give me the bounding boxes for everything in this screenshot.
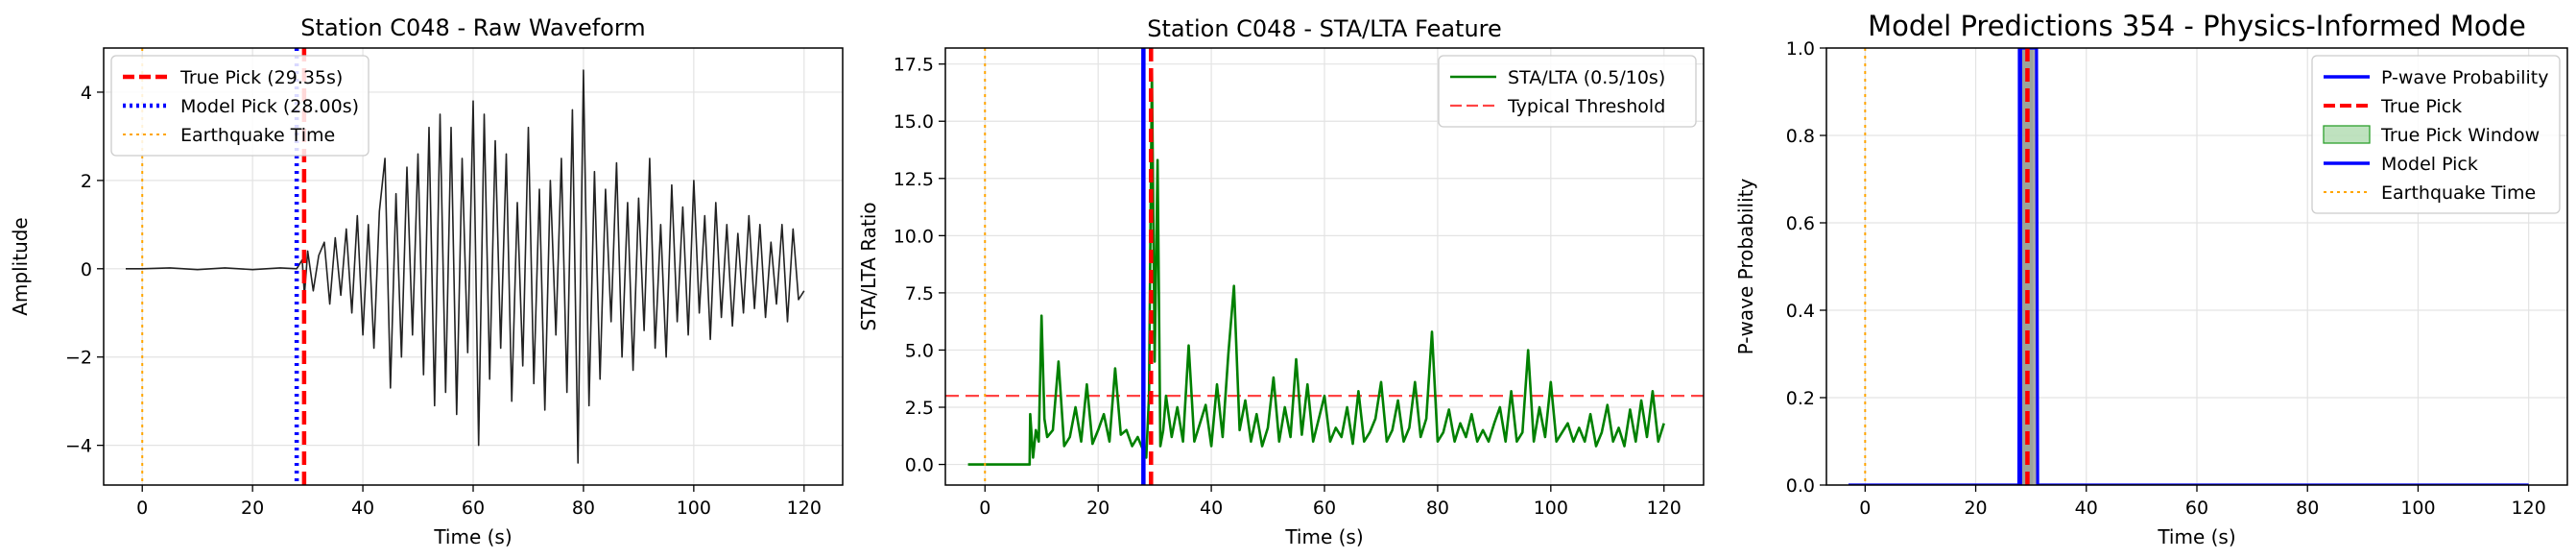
grid (945, 48, 1704, 485)
legend-item: True Pick (29.35s) (123, 67, 343, 88)
y-tick-label: −2 (65, 348, 92, 369)
legend-label: Model Pick (2381, 154, 2478, 175)
x-axis-label: Time (s) (1284, 525, 1363, 548)
legend-item: P-wave Probability (2324, 67, 2549, 88)
series-line (967, 69, 1665, 466)
chart-panel-predictions: 0 20 40 60 80 100 120 0.0 0.2 0.4 0.6 0.8 1.0 Model P… (1734, 10, 2568, 548)
x-tick-label: 40 (1200, 498, 1223, 519)
chart-title: Station C048 - STA/LTA Feature (1147, 15, 1502, 42)
legend: P-wave Probability True Pick True Pick Win… (2311, 55, 2561, 214)
x-tick-label: 100 (677, 498, 711, 519)
y-axis-label: P-wave Probability (1734, 179, 1757, 355)
chart-title: Model Predictions 354 - Physics-Informed… (1868, 10, 2526, 42)
chart-title: Station C048 - Raw Waveform (300, 14, 645, 41)
legend-label: Typical Threshold (1507, 96, 1665, 117)
y-axis-label: STA/LTA Ratio (857, 202, 880, 330)
legend-label: True Pick (2380, 96, 2462, 117)
legend-label: STA/LTA (0.5/10s) (1508, 67, 1665, 88)
legend-label: True Pick (29.35s) (179, 67, 343, 88)
legend-item: True Pick Window (2323, 125, 2540, 146)
legend-item: Model Pick (2324, 154, 2478, 175)
legend-label: True Pick Window (2380, 125, 2540, 146)
legend-item: STA/LTA (0.5/10s) (1450, 67, 1665, 88)
x-tick-label: 20 (1086, 498, 1109, 519)
x-tick-label: 20 (1964, 498, 1987, 519)
x-tick-label: 40 (2075, 498, 2098, 519)
y-tick-label: 0.8 (1786, 126, 1815, 147)
x-tick-label: 80 (2296, 498, 2319, 519)
chart-panel-waveform: 0 20 40 60 80 100 120 −4 −2 0 2 4 Station C048 - Raw… (9, 14, 844, 548)
legend-box (1438, 55, 1697, 128)
x-tick-label: 120 (787, 498, 822, 519)
x-tick-label: 120 (2512, 498, 2546, 519)
y-tick-label: 12.5 (894, 169, 934, 190)
y-tick-label: 2.5 (905, 398, 934, 419)
y-tick-label: 10.0 (894, 226, 934, 247)
legend-label: Earthquake Time (2381, 182, 2536, 204)
plot-area (1849, 48, 2529, 485)
x-tick-label: 0 (136, 498, 148, 519)
x-tick-label: 60 (1313, 498, 1336, 519)
y-tick-label: −4 (65, 436, 92, 457)
legend-label: P-wave Probability (2381, 67, 2549, 88)
legend-item: Earthquake Time (2324, 182, 2536, 204)
legend-box (2311, 55, 2561, 214)
legend-box (110, 55, 370, 157)
y-tick-label: 0.0 (1786, 475, 1815, 497)
x-tick-label: 100 (2400, 498, 2435, 519)
x-tick-label: 0 (1859, 498, 1871, 519)
legend-item: Model Pick (28.00s) (123, 96, 359, 117)
legend-label: Earthquake Time (180, 125, 335, 146)
x-tick-label: 100 (1534, 498, 1568, 519)
y-tick-label: 17.5 (894, 55, 934, 76)
plot-area (945, 48, 1704, 485)
legend-label: Model Pick (28.00s) (180, 96, 359, 117)
legend: True Pick (29.35s) Model Pick (28.00s) Ear… (110, 55, 370, 157)
y-tick-label: 0.4 (1786, 301, 1815, 322)
x-tick-label: 60 (2185, 498, 2208, 519)
x-axis-label: Time (s) (2157, 525, 2235, 548)
legend-item: Earthquake Time (123, 125, 335, 146)
x-tick-label: 80 (572, 498, 595, 519)
series-line (126, 69, 805, 464)
x-tick-label: 20 (241, 498, 264, 519)
x-tick-label: 60 (462, 498, 485, 519)
y-tick-label: 4 (81, 83, 92, 104)
chart-panel-stalta: 0 20 40 60 80 100 120 0.0 2.5 5.0 7.5 10.0 12.5 15.0 1… (857, 15, 1705, 548)
y-tick-label: 0.0 (905, 455, 934, 476)
legend: STA/LTA (0.5/10s) Typical Threshold (1438, 55, 1697, 128)
x-tick-label: 40 (351, 498, 374, 519)
legend-item: True Pick (2324, 96, 2462, 117)
y-tick-label: 7.5 (905, 283, 934, 304)
y-axis-label: Amplitude (9, 217, 32, 316)
y-tick-label: 15.0 (894, 111, 934, 133)
y-tick-label: 5.0 (905, 340, 934, 361)
y-tick-label: 1.0 (1786, 38, 1815, 60)
legend-item: Typical Threshold (1450, 96, 1665, 117)
x-tick-label: 80 (1426, 498, 1449, 519)
y-tick-label: 0.2 (1786, 388, 1815, 409)
x-axis-label: Time (s) (433, 525, 512, 548)
x-tick-label: 0 (979, 498, 990, 519)
legend-swatch (2323, 125, 2371, 144)
y-tick-label: 0.6 (1786, 213, 1815, 234)
y-tick-label: 2 (81, 171, 92, 192)
x-tick-label: 120 (1647, 498, 1682, 519)
y-tick-label: 0 (81, 259, 92, 280)
